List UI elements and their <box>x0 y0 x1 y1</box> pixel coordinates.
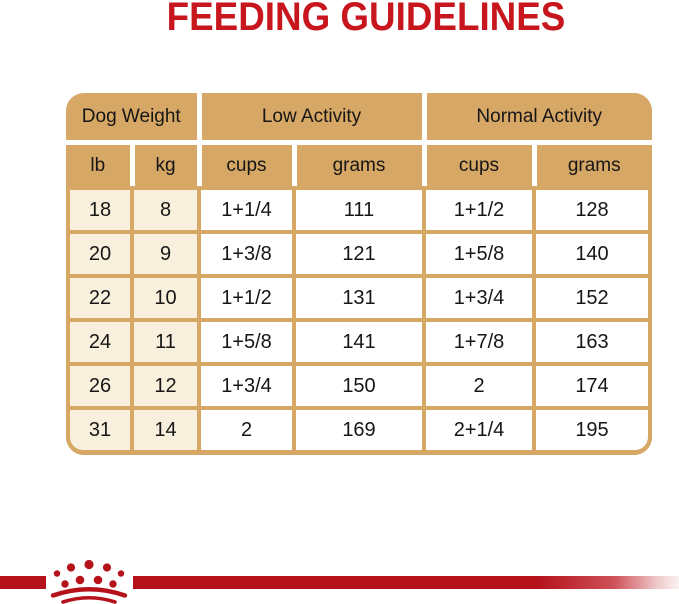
table-cell: 12 <box>134 366 197 406</box>
table-cell: 1+5/8 <box>426 234 532 274</box>
table-cell: 1+5/8 <box>201 322 292 362</box>
table-cell: 24 <box>70 322 130 362</box>
table-cell: 1+1/4 <box>201 190 292 230</box>
column-header-normal-cups: cups <box>426 145 532 186</box>
table-cell: 1+1/2 <box>201 278 292 318</box>
table-cell: 1+7/8 <box>426 322 532 362</box>
feeding-guidelines-table: Dog Weight Low Activity Normal Activity … <box>66 93 652 455</box>
table-cell: 2+1/4 <box>426 410 532 450</box>
table-cell: 2 <box>426 366 532 406</box>
table-cell: 174 <box>536 366 648 406</box>
table-cell: 195 <box>536 410 648 450</box>
brand-stripe-right <box>133 576 679 589</box>
table-cell: 111 <box>296 190 422 230</box>
column-header-kg: kg <box>134 145 197 186</box>
table-cell: 152 <box>536 278 648 318</box>
table-cell: 11 <box>134 322 197 362</box>
table-cell: 20 <box>70 234 130 274</box>
table-cell: 1+1/2 <box>426 190 532 230</box>
table-cell: 1+3/4 <box>426 278 532 318</box>
table-cell: 31 <box>70 410 130 450</box>
table-cell: 9 <box>134 234 197 274</box>
table-cell: 131 <box>296 278 422 318</box>
column-group-low-activity: Low Activity <box>201 93 422 140</box>
table-cell: 169 <box>296 410 422 450</box>
table-cell: 150 <box>296 366 422 406</box>
table-cell: 1+3/4 <box>201 366 292 406</box>
table-cell: 128 <box>536 190 648 230</box>
table-cell: 163 <box>536 322 648 362</box>
table-cell: 2 <box>201 410 292 450</box>
column-header-low-grams: grams <box>296 145 422 186</box>
table-cell: 140 <box>536 234 648 274</box>
table-cell: 141 <box>296 322 422 362</box>
table-cell: 26 <box>70 366 130 406</box>
table-body: 18 8 1+1/4 111 1+1/2 128 20 9 1+3/8 121 … <box>66 186 652 455</box>
page-title: FEEDING GUIDELINES <box>166 0 566 39</box>
column-header-normal-grams: grams <box>536 145 652 186</box>
table-cell: 10 <box>134 278 197 318</box>
royal-canin-crown-icon <box>50 559 128 604</box>
column-header-low-cups: cups <box>201 145 292 186</box>
table-cell: 18 <box>70 190 130 230</box>
table-header: Dog Weight Low Activity Normal Activity … <box>66 93 652 186</box>
column-header-lb: lb <box>66 145 130 186</box>
table-cell: 8 <box>134 190 197 230</box>
column-group-dog-weight: Dog Weight <box>66 93 197 140</box>
column-group-normal-activity: Normal Activity <box>426 93 652 140</box>
brand-stripe-left <box>0 576 46 589</box>
table-cell: 14 <box>134 410 197 450</box>
table-cell: 22 <box>70 278 130 318</box>
table-cell: 1+3/8 <box>201 234 292 274</box>
table-cell: 121 <box>296 234 422 274</box>
